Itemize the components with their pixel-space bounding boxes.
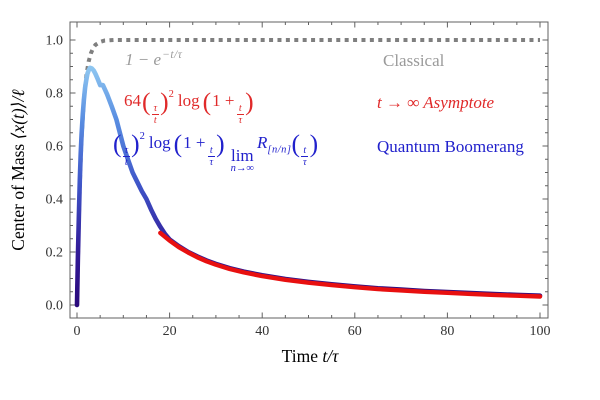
asymptote-label: t → ∞ Asymptote [377, 93, 495, 112]
tick-label: 100 [530, 324, 551, 339]
classical-formula: 1 − e−t/τ [125, 48, 183, 70]
tick-label: 0.0 [46, 299, 64, 314]
tick-label: 0.6 [46, 140, 64, 155]
quantum-label: Quantum Boomerang [377, 137, 524, 156]
y-axis-label: Center of Mass ⟨x(t)⟩/ℓ [8, 89, 28, 251]
x-axis-label: Time t/τ [282, 346, 339, 366]
tick-label: 80 [440, 324, 454, 339]
quantum-formula: (τ t)2 log (1 + t τ) lim n→∞ R[n/n](t τ) [113, 128, 319, 174]
tick-label: 20 [163, 324, 177, 339]
tick-label: 0.8 [46, 87, 64, 102]
axis-ticks [70, 22, 548, 318]
tick-label: 0.2 [46, 246, 64, 261]
tick-label: 1.0 [46, 34, 64, 49]
classical-curve [75, 38, 540, 306]
tick-label: 0 [74, 324, 81, 339]
axis-tick-labels: 0 20 40 60 80 100 0.0 0.2 0.4 0.6 0.8 1.0 [46, 34, 551, 340]
tick-label: 60 [348, 324, 362, 339]
asymptote-formula: 64(τ t)2 log (1 + t τ) [124, 86, 254, 126]
tick-label: 0.4 [46, 193, 64, 208]
asymptote-curve [158, 230, 543, 299]
classical-label: Classical [383, 51, 445, 70]
tick-label: 40 [255, 324, 269, 339]
